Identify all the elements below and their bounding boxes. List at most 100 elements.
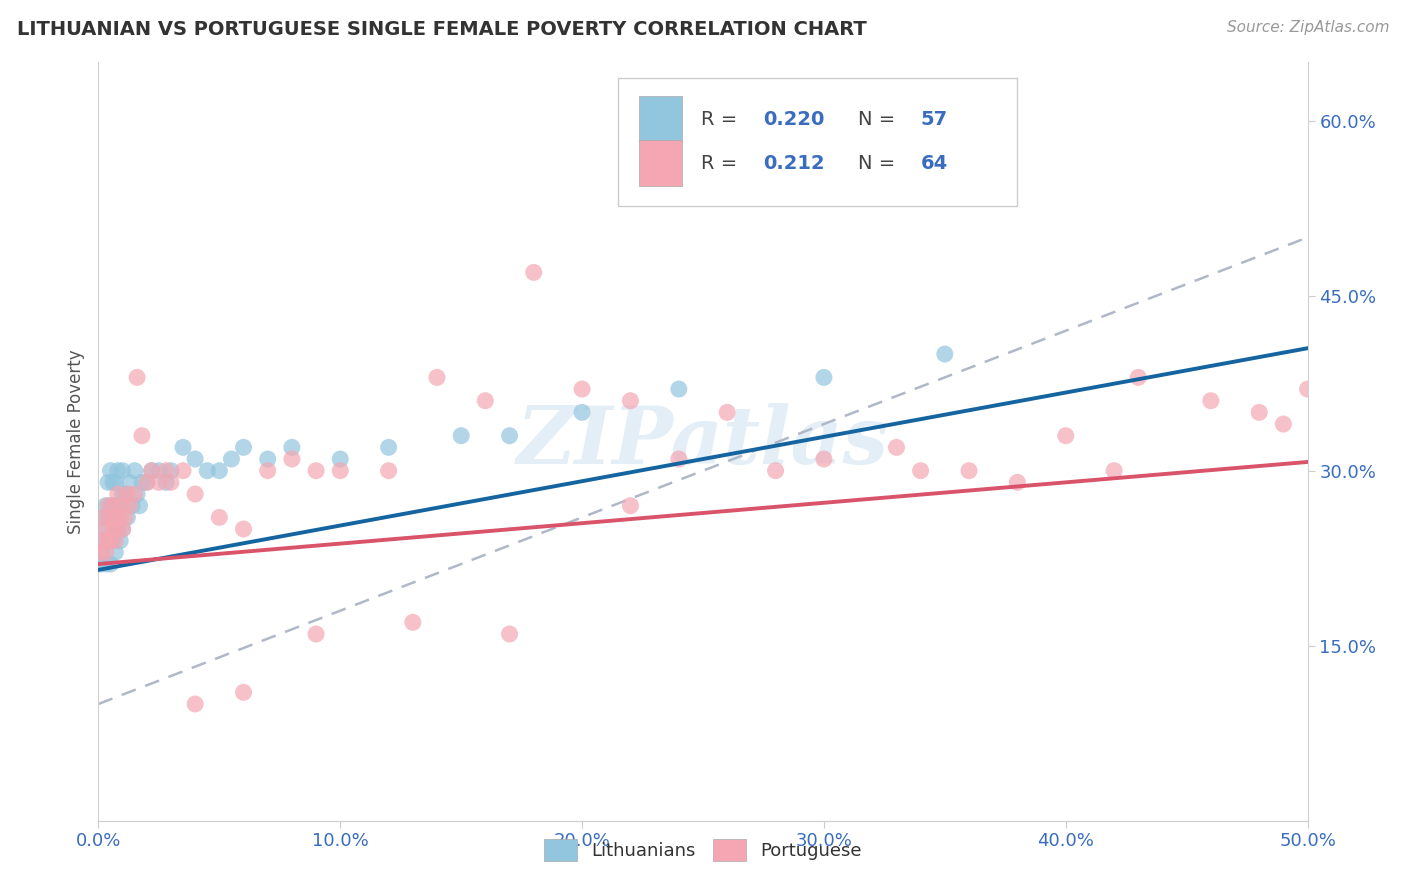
Text: LITHUANIAN VS PORTUGUESE SINGLE FEMALE POVERTY CORRELATION CHART: LITHUANIAN VS PORTUGUESE SINGLE FEMALE P… <box>17 20 866 38</box>
Point <box>94 522 117 536</box>
Point <box>377 464 399 478</box>
Point <box>148 464 170 478</box>
Point <box>619 393 641 408</box>
Point <box>1272 417 1295 431</box>
Point <box>108 533 131 548</box>
FancyBboxPatch shape <box>619 78 1018 207</box>
Point <box>100 510 122 524</box>
Point <box>97 533 120 548</box>
Point <box>172 464 194 478</box>
Point <box>184 487 207 501</box>
Point <box>91 533 114 548</box>
Point <box>1128 370 1150 384</box>
Point <box>104 533 127 548</box>
Point <box>571 405 593 419</box>
Point <box>111 522 134 536</box>
Text: 0.220: 0.220 <box>763 110 825 128</box>
Point <box>160 475 183 490</box>
Point <box>305 627 328 641</box>
Point <box>121 499 143 513</box>
Text: 64: 64 <box>921 153 948 173</box>
Point <box>107 522 129 536</box>
Point <box>104 510 127 524</box>
Point <box>910 464 932 478</box>
Point <box>668 452 690 467</box>
Point <box>118 475 141 490</box>
Point <box>124 487 146 501</box>
Point <box>498 627 520 641</box>
Point <box>957 464 980 478</box>
Point <box>232 522 254 536</box>
Point <box>114 487 136 501</box>
Point <box>619 499 641 513</box>
Point <box>155 464 177 478</box>
Point <box>101 499 124 513</box>
Point <box>94 545 117 559</box>
Point <box>135 475 157 490</box>
Point <box>498 428 520 442</box>
Point <box>934 347 956 361</box>
Point <box>91 533 114 548</box>
Point <box>104 545 127 559</box>
Y-axis label: Single Female Poverty: Single Female Poverty <box>66 350 84 533</box>
Point <box>107 522 129 536</box>
Point <box>100 533 122 548</box>
Point <box>305 464 328 478</box>
Point <box>107 487 129 501</box>
Point <box>1007 475 1029 490</box>
FancyBboxPatch shape <box>638 140 682 186</box>
Point <box>118 499 141 513</box>
Legend: Lithuanians, Portuguese: Lithuanians, Portuguese <box>537 832 869 869</box>
Point <box>426 370 449 384</box>
Point <box>208 510 231 524</box>
Text: 0.212: 0.212 <box>763 153 825 173</box>
Point <box>184 697 207 711</box>
Point <box>281 452 304 467</box>
Point <box>128 499 150 513</box>
Point <box>100 499 122 513</box>
Point <box>232 685 254 699</box>
Point <box>111 522 134 536</box>
Point <box>97 533 120 548</box>
Point <box>94 499 117 513</box>
Point <box>101 475 124 490</box>
Point <box>716 405 738 419</box>
Point <box>111 464 134 478</box>
Point <box>104 510 127 524</box>
Point <box>131 428 153 442</box>
Text: 57: 57 <box>921 110 948 128</box>
Point <box>155 475 177 490</box>
Point <box>329 452 352 467</box>
FancyBboxPatch shape <box>638 96 682 143</box>
Point <box>141 464 163 478</box>
Point <box>127 370 149 384</box>
Point <box>107 499 129 513</box>
Point <box>886 441 908 455</box>
Point <box>474 393 496 408</box>
Text: N =: N = <box>858 110 901 128</box>
Point <box>117 510 139 524</box>
Point <box>668 382 690 396</box>
Point <box>127 487 149 501</box>
Text: Source: ZipAtlas.com: Source: ZipAtlas.com <box>1226 20 1389 35</box>
Point <box>160 464 183 478</box>
Point <box>377 441 399 455</box>
Point <box>100 557 122 571</box>
Point <box>111 499 134 513</box>
Text: N =: N = <box>858 153 901 173</box>
Point <box>208 464 231 478</box>
Point <box>90 545 112 559</box>
Point <box>450 428 472 442</box>
Point <box>131 475 153 490</box>
Point <box>117 487 139 501</box>
Point <box>813 370 835 384</box>
Point <box>107 464 129 478</box>
Point <box>97 475 120 490</box>
Point <box>108 510 131 524</box>
Point <box>281 441 304 455</box>
Point <box>329 464 352 478</box>
Point <box>1102 464 1125 478</box>
Point <box>402 615 425 630</box>
Point <box>90 557 112 571</box>
Point <box>91 510 114 524</box>
